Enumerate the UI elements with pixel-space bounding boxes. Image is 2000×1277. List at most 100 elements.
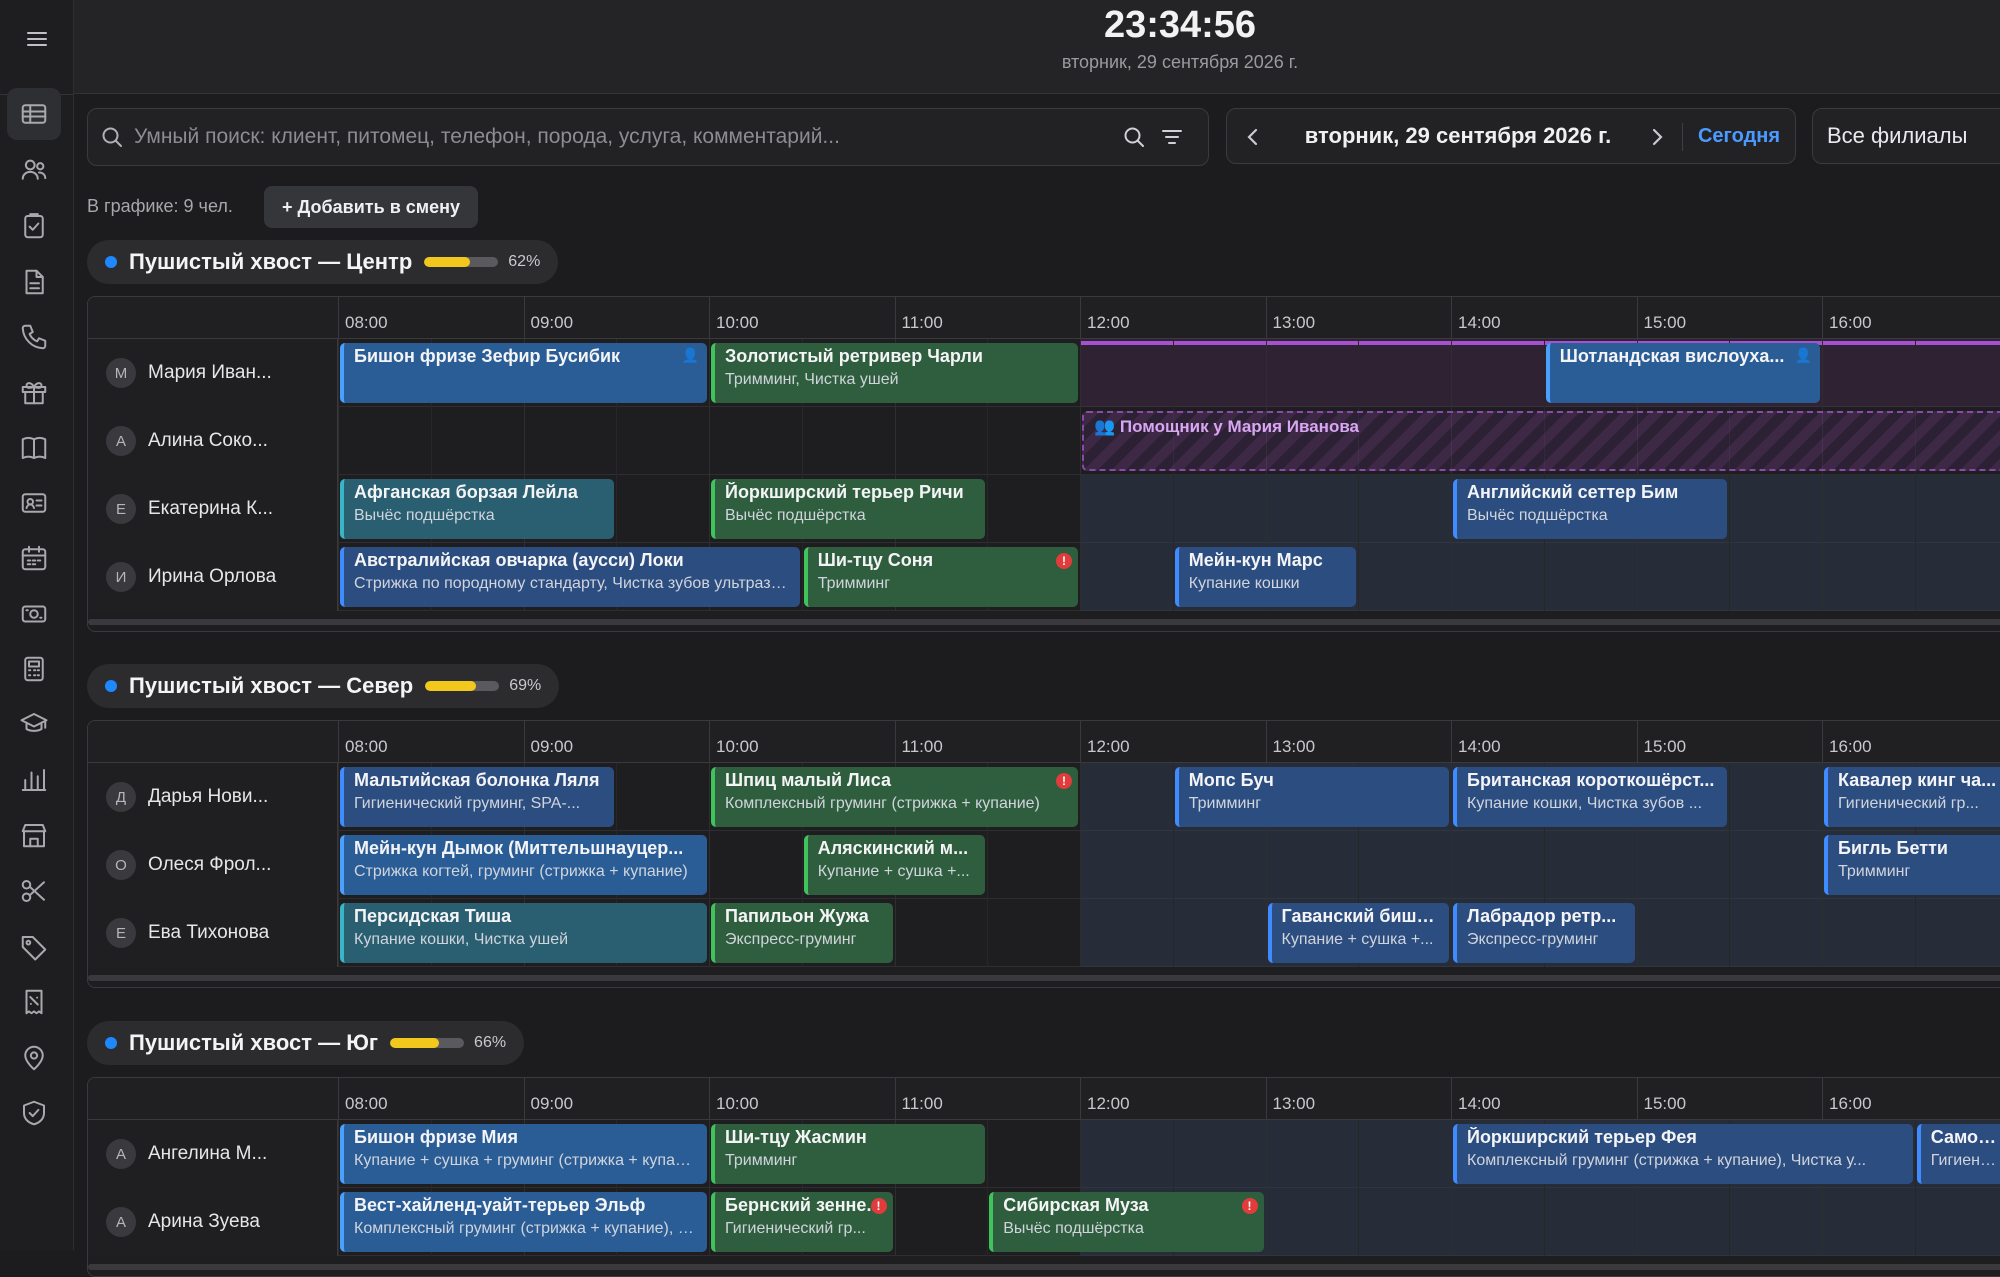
branch-header[interactable]: Пушистый хвост — Центр 62%	[87, 240, 559, 284]
branch-load-bar	[425, 681, 500, 691]
schedule-table-icon[interactable]	[7, 88, 61, 140]
appointment-card[interactable]: Папильон Жужа Экспресс-груминг	[711, 903, 893, 963]
appointment-pet: Папильон Жужа	[725, 906, 869, 926]
today-button[interactable]: Сегодня	[1697, 125, 1781, 147]
grid-line	[1080, 763, 1081, 831]
appointment-card[interactable]: Гаванский бишо... Купание + сушка +...	[1267, 903, 1449, 963]
appointment-card[interactable]: Персидская Тиша Купание кошки, Чистка уше…	[340, 903, 707, 963]
appointment-card[interactable]: Аляскинский м... Купание + сушка +...	[803, 835, 986, 895]
staff-row: Е Екатерина К... Афганская борзая Лейла Выч…	[88, 475, 2000, 543]
calendar-icon[interactable]	[7, 532, 61, 584]
phone-icon[interactable]	[7, 311, 61, 363]
appointment-pet: Шпиц малый Лиса	[725, 770, 891, 790]
appointment-card[interactable]: Самоед Гигиенич...	[1916, 1124, 2000, 1184]
appointment-card[interactable]: Золотистый ретривер Чарли Тримминг, Чистк…	[711, 343, 1078, 403]
staff-cell[interactable]: Д Дарья Нови...	[88, 763, 338, 831]
book-icon[interactable]	[7, 422, 61, 474]
horizontal-scrollbar[interactable]	[88, 1264, 2000, 1270]
contact-card-icon[interactable]	[7, 477, 61, 529]
appointment-card[interactable]: Ши-тцу Соня Тримминг!	[803, 547, 1078, 607]
appointment-card[interactable]: Бигль Бетти Тримминг	[1824, 835, 2000, 895]
appointment-card[interactable]: Бернский зенне... Гигиенический гр...!	[711, 1192, 893, 1252]
grid-line	[1172, 339, 1174, 407]
search-submit-icon[interactable]	[1122, 125, 1146, 154]
store-icon[interactable]	[7, 809, 61, 861]
appointment-card[interactable]: Лабрадор ретр... Экспресс-груминг	[1453, 903, 1635, 963]
appointment-card[interactable]: Мейн-кун Дымок (Миттельшнауцер... Стрижка…	[340, 835, 707, 895]
appointment-card[interactable]: Мейн-кун Марс Купание кошки	[1174, 547, 1357, 607]
grid-line	[987, 407, 989, 475]
appointment-card[interactable]: Британская короткошёрст... Купание кошки,…	[1453, 767, 1728, 827]
appointment-card[interactable]: Шпиц малый Лиса Комплексный груминг (стри…	[711, 767, 1078, 827]
grid-line	[1636, 899, 1638, 967]
scissors-icon[interactable]	[7, 865, 61, 917]
appointment-card[interactable]: Мальтийская болонка Ляля Гигиенический гр…	[340, 767, 615, 827]
staff-cell[interactable]: А Арина Зуева	[88, 1188, 338, 1256]
grid-line	[1636, 543, 1638, 611]
grid-line	[1451, 1120, 1452, 1188]
appointment-services: Гигиенический груминг, SPA-...	[354, 795, 581, 812]
clients-icon[interactable]	[7, 144, 61, 196]
education-icon[interactable]	[7, 698, 61, 750]
grid-line	[338, 1120, 339, 1188]
appointment-card[interactable]: Шотландская вислоуха... 👤	[1545, 343, 1820, 403]
grid-line	[1914, 1188, 1916, 1256]
staff-cell[interactable]: Е Ева Тихонова	[88, 899, 338, 967]
appointment-card[interactable]: Кавалер кинг ча... Гигиенический гр...	[1824, 767, 2000, 827]
menu-icon[interactable]	[20, 22, 54, 56]
staff-cell[interactable]: И Ирина Орлова	[88, 543, 338, 611]
appointment-card[interactable]: Афганская борзая Лейла Вычёс подшёрстка	[340, 479, 615, 539]
grid-line	[1636, 831, 1638, 899]
receipt-icon[interactable]	[7, 976, 61, 1028]
documents-icon[interactable]	[7, 256, 61, 308]
location-icon[interactable]	[7, 1032, 61, 1084]
calculator-icon[interactable]	[7, 643, 61, 695]
appointment-card[interactable]: Йоркширский терьер Фея Комплексный грумин…	[1453, 1124, 1913, 1184]
staff-cell[interactable]: О Олеся Фрол...	[88, 831, 338, 899]
hour-label: 12:00	[1080, 721, 1266, 763]
staff-cell[interactable]: Е Екатерина К...	[88, 475, 338, 543]
staff-cell[interactable]: М Мария Иван...	[88, 339, 338, 407]
appointment-services: Вычёс подшёрстка	[725, 507, 866, 524]
tasks-icon[interactable]	[7, 200, 61, 252]
appointment-card[interactable]: Ши-тцу Жасмин Тримминг	[711, 1124, 986, 1184]
appointment-card[interactable]: Английский сеттер Бим Вычёс подшёрстка	[1453, 479, 1728, 539]
grid-line	[1729, 1188, 1731, 1256]
grid-line	[338, 543, 339, 611]
appointment-card[interactable]: Йоркширский терьер Ричи Вычёс подшёрстка	[711, 479, 986, 539]
appointment-card[interactable]: Бишон фризе Мия Купание + сушка + груминг…	[340, 1124, 707, 1184]
appointment-card[interactable]: Вест-хайленд-уайт-терьер Эльф Комплексный…	[340, 1192, 707, 1252]
filter-icon[interactable]	[1160, 125, 1184, 154]
current-date-label[interactable]: вторник, 29 сентября 2026 г.	[1304, 123, 1612, 148]
appointment-card[interactable]: Бишон фризе Зефир Бусибик 👤	[340, 343, 707, 403]
branch-load-bar	[424, 257, 499, 267]
assistant-block[interactable]: 👥 Помощник у Мария Иванова	[1082, 411, 2000, 471]
search-input[interactable]	[134, 117, 1134, 157]
staff-name: Алина Соко...	[148, 430, 268, 451]
tag-icon[interactable]	[7, 921, 61, 973]
gift-icon[interactable]	[7, 366, 61, 418]
branch-header[interactable]: Пушистый хвост — Север 69%	[87, 664, 560, 708]
chevron-left-icon[interactable]	[1239, 123, 1267, 151]
branch-select[interactable]: Все филиалы	[1812, 108, 2000, 164]
branch-header[interactable]: Пушистый хвост — Юг 66%	[87, 1021, 525, 1065]
staff-cell[interactable]: А Ангелина М...	[88, 1120, 338, 1188]
appointment-card[interactable]: Австралийская овчарка (аусси) Локи Стрижк…	[340, 547, 800, 607]
horizontal-scrollbar[interactable]	[88, 975, 2000, 981]
grid-line	[1358, 831, 1360, 899]
grid-line	[430, 407, 432, 475]
hour-label: 16:00	[1822, 721, 2000, 763]
chevron-right-icon[interactable]	[1643, 123, 1671, 151]
stats-icon[interactable]	[7, 754, 61, 806]
add-to-shift-button[interactable]: + Добавить в смену	[264, 186, 478, 228]
grid-line	[1822, 543, 1823, 611]
staff-name: Екатерина К...	[148, 498, 274, 519]
horizontal-scrollbar[interactable]	[88, 619, 2000, 625]
appointment-card[interactable]: Сибирская Муза Вычёс подшёрстка!	[989, 1192, 1264, 1252]
cash-icon[interactable]	[7, 588, 61, 640]
hour-label: 12:00	[1080, 1078, 1266, 1120]
appointment-card[interactable]: Мопс Буч Тримминг	[1174, 767, 1449, 827]
appointment-services: Тримминг	[1838, 863, 1911, 880]
shield-icon[interactable]	[7, 1087, 61, 1139]
staff-cell[interactable]: А Алина Соко...	[88, 407, 338, 475]
